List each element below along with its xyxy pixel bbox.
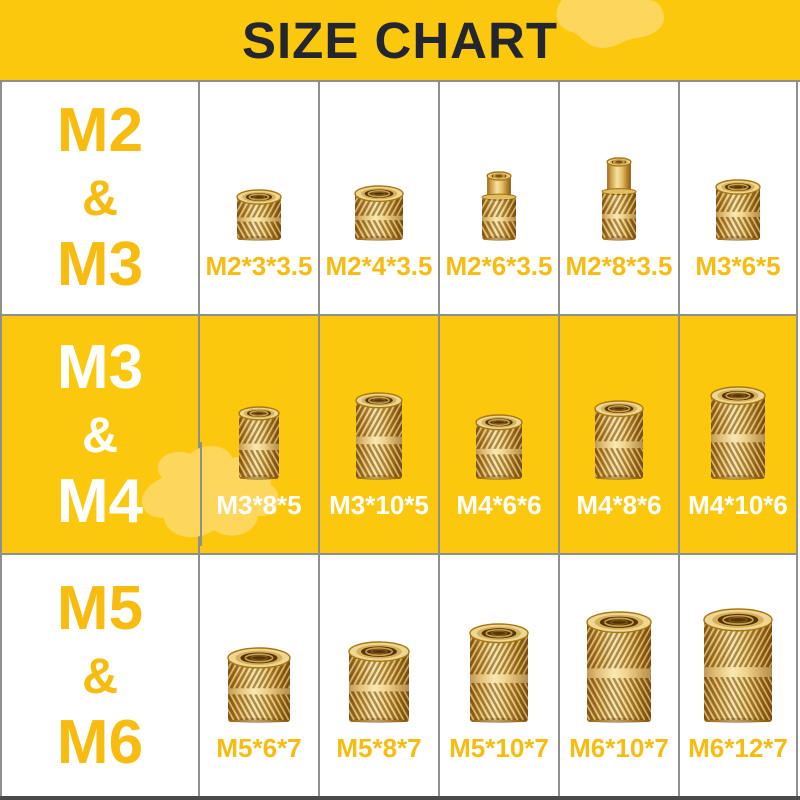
group-line: M3 [56, 332, 144, 402]
size-cell: M5*8*7 [320, 555, 440, 796]
size-cell: M4*6*6 [440, 316, 560, 555]
size-cell: M6*10*7 [560, 555, 680, 796]
size-label: M5*6*7 [216, 733, 302, 763]
brass-insert-photo [701, 606, 775, 725]
group-line: M4 [56, 466, 144, 536]
size-cell: M4*10*6 [680, 316, 798, 555]
size-cell: M3*8*5 [200, 316, 320, 555]
size-table: M2 & M3 M2*3*3.5 M2*4*3.5 M2*6*3.5 M2*8*… [0, 80, 800, 796]
size-cell: M2*4*3.5 [320, 82, 440, 316]
brass-insert-photo [479, 169, 519, 243]
size-label: M6*10*7 [569, 733, 669, 763]
size-label: M2*3*3.5 [205, 251, 313, 281]
brass-insert-photo [599, 155, 639, 243]
size-cell: M3*10*5 [320, 316, 440, 555]
size-label: M2*4*3.5 [325, 251, 433, 281]
brass-insert-photo [473, 412, 525, 482]
brass-insert-photo [584, 609, 654, 725]
bottom-border-bar [0, 796, 800, 800]
brass-insert-photo [592, 398, 646, 482]
group-line: M5 [56, 573, 144, 643]
brass-insert-photo [708, 384, 768, 482]
size-label: M3*10*5 [329, 490, 429, 520]
size-cell: M6*12*7 [680, 555, 798, 796]
size-label: M4*10*6 [688, 490, 788, 520]
group-line: M6 [56, 707, 144, 777]
size-label: M2*6*3.5 [445, 251, 553, 281]
size-cell: M5*6*7 [200, 555, 320, 796]
page-title: SIZE CHART [242, 11, 558, 69]
size-cell: M2*3*3.5 [200, 82, 320, 316]
brass-insert-photo [225, 645, 293, 725]
size-cell: M4*8*6 [560, 316, 680, 555]
brass-insert-photo [353, 390, 405, 482]
group-label-m2-m3: M2 & M3 [2, 82, 200, 316]
size-label: M4*6*6 [456, 490, 542, 520]
group-label-m3-m4: M3 & M4 [2, 316, 200, 555]
size-label: M5*10*7 [449, 733, 549, 763]
brass-insert-photo [352, 183, 406, 243]
size-label: M4*8*6 [576, 490, 662, 520]
size-cell: M5*10*7 [440, 555, 560, 796]
size-cell: M2*8*3.5 [560, 82, 680, 316]
brass-insert-photo [234, 187, 284, 243]
brass-insert-photo [236, 404, 282, 482]
group-line: M2 [56, 96, 144, 165]
size-label: M5*8*7 [336, 733, 422, 763]
size-label: M2*8*3.5 [565, 251, 673, 281]
brass-insert-photo [713, 177, 763, 243]
ampersand: & [81, 170, 119, 226]
ampersand: & [81, 647, 119, 704]
group-label-m5-m6: M5 & M6 [2, 555, 200, 796]
size-cell: M3*6*5 [680, 82, 798, 316]
size-label: M3*6*5 [695, 251, 781, 281]
brass-insert-photo [467, 621, 531, 725]
paint-blob-decoration [556, 0, 665, 48]
size-label: M3*8*5 [216, 490, 302, 520]
group-line: M3 [56, 230, 144, 299]
brass-insert-photo [346, 639, 412, 725]
chart-header: SIZE CHART [0, 0, 800, 80]
size-cell: M2*6*3.5 [440, 82, 560, 316]
size-label: M6*12*7 [688, 733, 788, 763]
ampersand: & [81, 406, 119, 463]
